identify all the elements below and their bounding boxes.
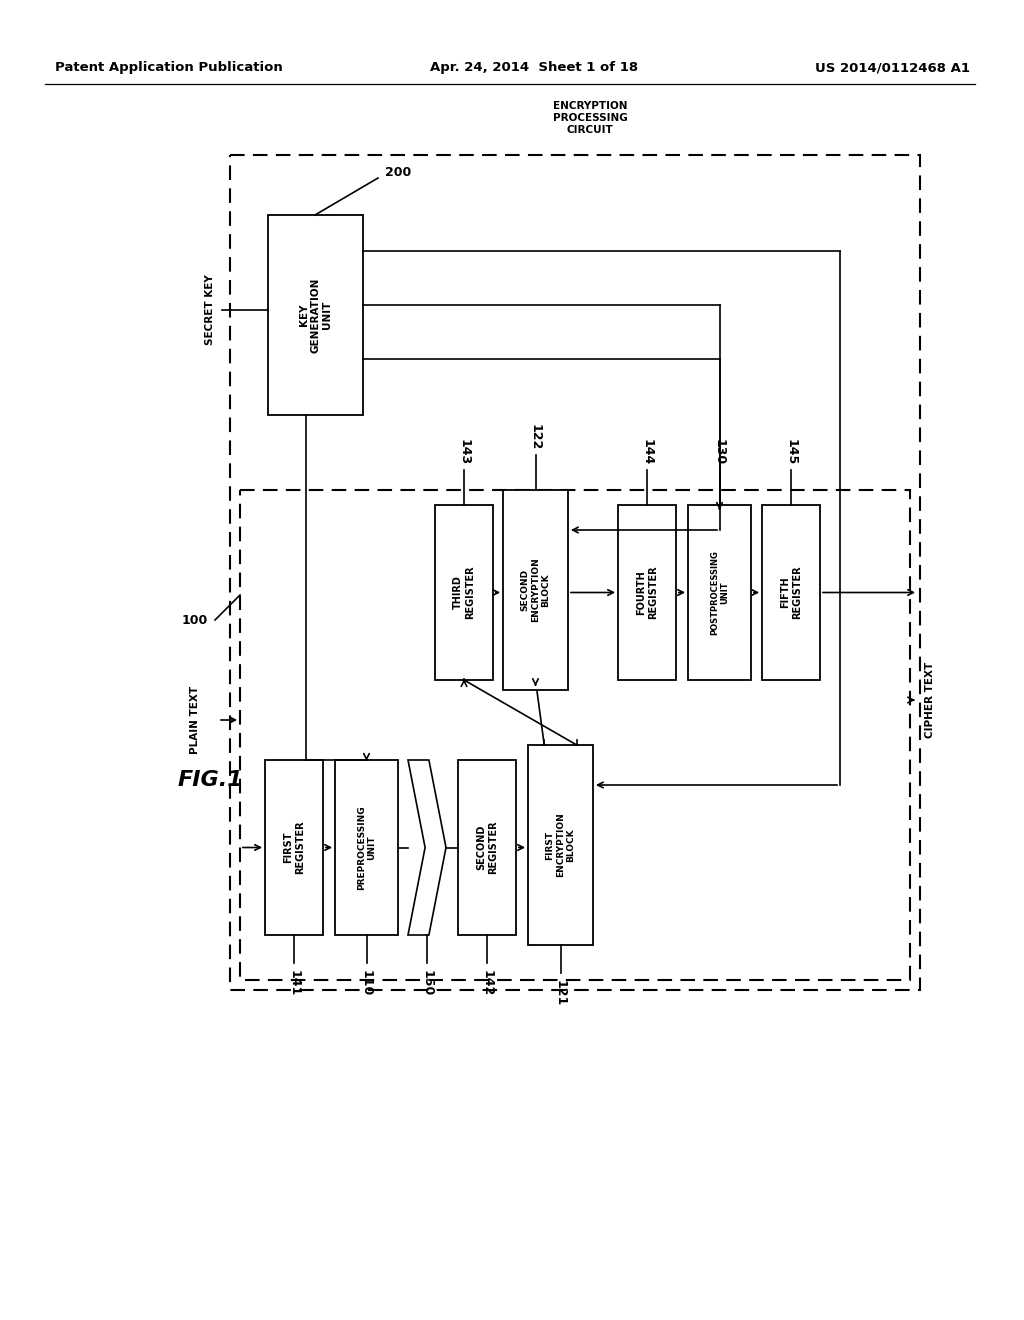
Text: SECOND
ENCRYPTION
BLOCK: SECOND ENCRYPTION BLOCK <box>520 557 551 622</box>
Text: PREPROCESSING
UNIT: PREPROCESSING UNIT <box>356 805 376 890</box>
Text: 130: 130 <box>713 438 726 465</box>
Bar <box>528 744 593 945</box>
Text: 200: 200 <box>385 166 412 180</box>
Text: 122: 122 <box>529 424 542 450</box>
Text: 143: 143 <box>458 438 470 465</box>
Bar <box>435 506 493 680</box>
Text: FIRST
REGISTER: FIRST REGISTER <box>284 821 305 874</box>
Text: FIG.1: FIG.1 <box>178 770 244 789</box>
Text: PLAIN TEXT: PLAIN TEXT <box>190 686 200 754</box>
Bar <box>458 760 516 935</box>
Text: 145: 145 <box>784 438 798 465</box>
Polygon shape <box>408 760 446 935</box>
Bar <box>265 760 323 935</box>
Text: 100: 100 <box>181 614 208 627</box>
Bar <box>230 154 920 990</box>
Text: FIFTH
REGISTER: FIFTH REGISTER <box>780 566 802 619</box>
Text: THIRD
REGISTER: THIRD REGISTER <box>454 566 475 619</box>
Text: Apr. 24, 2014  Sheet 1 of 18: Apr. 24, 2014 Sheet 1 of 18 <box>430 62 638 74</box>
Bar <box>618 506 676 680</box>
Text: KEY
GENERATION
UNIT: KEY GENERATION UNIT <box>299 277 332 352</box>
Text: CIPHER TEXT: CIPHER TEXT <box>925 661 935 738</box>
Bar <box>240 490 910 979</box>
Bar <box>335 760 398 935</box>
Text: 144: 144 <box>640 438 653 465</box>
Bar <box>503 490 568 690</box>
Text: 142: 142 <box>480 970 494 997</box>
Bar <box>762 506 820 680</box>
Text: SECRET KEY: SECRET KEY <box>205 275 215 346</box>
Bar <box>268 215 362 414</box>
Text: FOURTH
REGISTER: FOURTH REGISTER <box>636 566 657 619</box>
Text: POSTPROCESSING
UNIT: POSTPROCESSING UNIT <box>710 550 729 635</box>
Text: ENCRYPTION
PROCESSING
CIRCUIT: ENCRYPTION PROCESSING CIRCUIT <box>553 102 628 135</box>
Text: 141: 141 <box>288 970 300 997</box>
Text: 150: 150 <box>421 970 433 997</box>
Text: Patent Application Publication: Patent Application Publication <box>55 62 283 74</box>
Text: US 2014/0112468 A1: US 2014/0112468 A1 <box>815 62 970 74</box>
Text: FIRST
ENCRYPTION
BLOCK: FIRST ENCRYPTION BLOCK <box>546 813 575 878</box>
Text: SECOND
REGISTER: SECOND REGISTER <box>476 821 498 874</box>
Text: 121: 121 <box>554 979 567 1006</box>
Text: 110: 110 <box>360 970 373 997</box>
Bar <box>688 506 751 680</box>
